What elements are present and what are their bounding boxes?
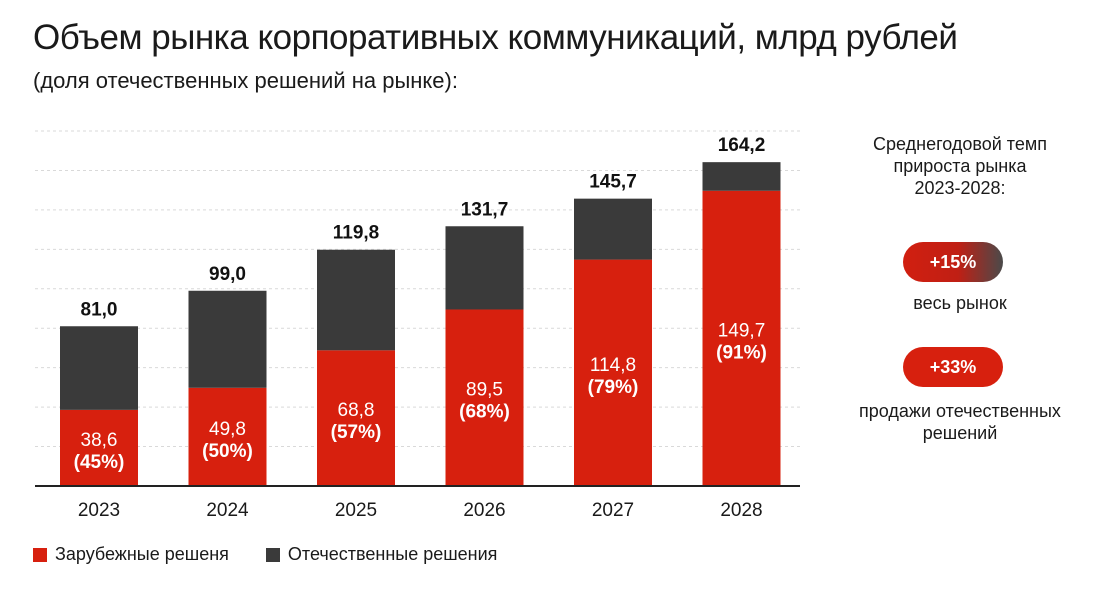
bar-segment-foreign: [317, 350, 395, 486]
bar-total-label: 145,7: [589, 172, 637, 193]
cagr-total-badge: +15%: [903, 242, 1003, 282]
x-tick-label: 2024: [206, 500, 249, 521]
cagr-caption-line: прироста рынка: [893, 156, 1027, 176]
cagr-domestic-badge: +33%: [903, 347, 1003, 387]
cagr-domestic-label: продажи отечественных решений: [830, 400, 1090, 444]
bar-total-label: 119,8: [333, 223, 380, 244]
cagr-total-label: весь рынок: [913, 293, 1007, 313]
bar-segment-share-label: (91%): [716, 342, 767, 363]
bar-segment-domestic: [188, 290, 267, 388]
bar-segment-domestic: [574, 198, 652, 260]
bar-segment-value-label: 114,8: [590, 355, 636, 376]
bar-total-label: 131,7: [461, 199, 509, 220]
chart-subtitle: (доля отечественных решений на рынке):: [33, 68, 458, 93]
legend-label-foreign: Зарубежные решеня: [55, 544, 229, 564]
cagr-domestic-label-line: решений: [922, 423, 998, 443]
bar-segment-value-label: 49,8: [209, 419, 246, 440]
bar-segment-foreign: [702, 190, 781, 486]
cagr-caption-line: 2023-2028:: [914, 178, 1006, 198]
x-tick-label: 2028: [720, 500, 762, 521]
bar-segment-value-label: 38,6: [81, 430, 118, 451]
bar-segment-share-label: (68%): [459, 402, 510, 423]
legend-swatch-domestic: [265, 547, 280, 562]
legend-label-domestic: Отечественные решения: [287, 544, 498, 564]
bar-segment-domestic: [445, 226, 524, 310]
bar-segment-share-label: (79%): [588, 377, 639, 398]
chart-title: Объем рынка корпоративных коммуникаций, …: [33, 18, 958, 57]
legend-item-foreign: Зарубежные решеня: [33, 544, 229, 565]
bar-segment-foreign: [60, 409, 138, 486]
bar-segment-domestic: [60, 326, 138, 410]
bar-segment-value-label: 68,8: [338, 400, 375, 421]
cagr-domestic-label-line: продажи отечественных: [859, 401, 1061, 421]
bar-segment-domestic: [702, 162, 781, 191]
bar-segment-share-label: (50%): [202, 441, 253, 462]
bar-segment-share-label: (45%): [74, 452, 125, 473]
bar-total-label: 164,2: [718, 135, 766, 156]
stacked-bar-chart: 81,0 38,6(45%) 2023 99,0 49,8(50%) 2024 119,8 6…: [35, 130, 800, 521]
chart-legend: Зарубежные решеня Отечественные решения: [33, 544, 529, 567]
bar-segment-foreign: [574, 259, 652, 486]
cagr-caption-line: Среднегодовой темп: [873, 134, 1047, 154]
bar-segment-foreign: [188, 387, 267, 486]
bar-total-label: 99,0: [209, 264, 246, 285]
legend-item-domestic: Отечественные решения: [265, 544, 498, 565]
legend-swatch-foreign: [33, 547, 47, 562]
x-tick-label: 2025: [335, 500, 377, 521]
bar-segment-foreign: [445, 309, 524, 486]
cagr-caption: Среднегодовой темп прироста рынка 2023-2…: [830, 133, 1090, 199]
bar-total-label: 81,0: [81, 299, 118, 320]
bar-segment-domestic: [317, 249, 395, 351]
x-tick-label: 2023: [78, 500, 120, 521]
x-tick-label: 2026: [463, 500, 505, 521]
bar-segment-value-label: 149,7: [718, 320, 766, 341]
bar-segment-value-label: 89,5: [466, 380, 503, 401]
x-tick-label: 2027: [592, 500, 634, 521]
bar-segment-share-label: (57%): [331, 422, 382, 443]
